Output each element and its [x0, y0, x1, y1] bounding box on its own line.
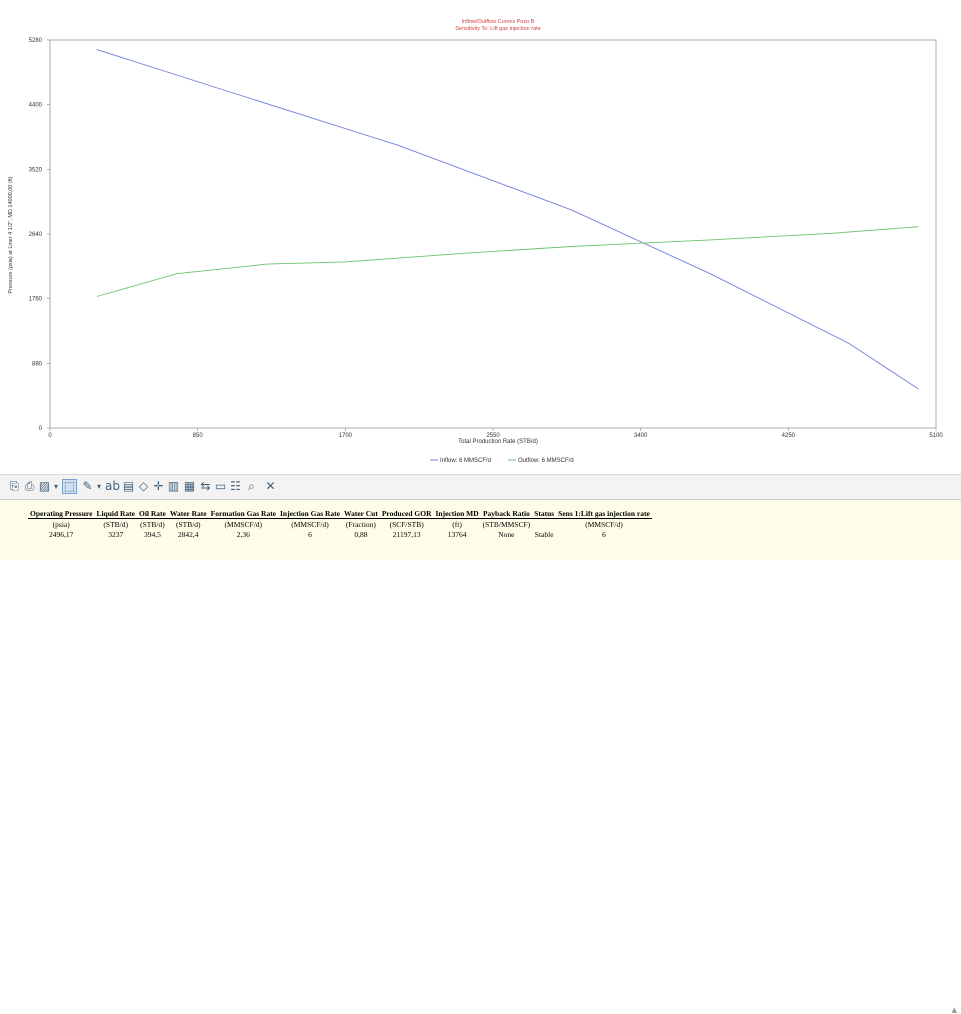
results-table: Operating Pressure Liquid Rate Oil Rate Wat…: [28, 508, 652, 539]
results-value-cell: 0,88: [354, 529, 368, 539]
x-tick-label: 1700: [339, 433, 353, 439]
results-header-cell: Liquid Rate: [94, 508, 137, 519]
results-header-cell: Operating Pressure: [28, 508, 95, 519]
grid-icon[interactable]: ☷: [230, 479, 241, 493]
results-unit-cell: (MMSCF/d): [291, 519, 329, 529]
chart-type-dropdown-icon[interactable]: ▾: [53, 482, 58, 491]
results-header-cell: Water Rate: [167, 508, 209, 519]
results-value-cell: 2496,17: [49, 529, 74, 539]
legend-label-1: Outflow: 6 MMSCF/d: [518, 458, 574, 464]
results-header-cell: Injection MD: [433, 508, 481, 519]
results-unit-cell: (ft): [452, 519, 462, 529]
results-unit-cell: (STB/d): [103, 519, 129, 529]
series-lines: [96, 49, 919, 390]
results-header-cell: Water Cut: [342, 508, 380, 519]
series-line-0: [96, 49, 919, 390]
y-tick-label: 3520: [29, 167, 43, 173]
edit-dropdown-icon[interactable]: ▾: [96, 482, 101, 491]
chart-type-icon[interactable]: ▨: [38, 479, 51, 493]
results-header-cell: Payback Ratio: [480, 508, 533, 519]
results-header-cell: Formation Gas Rate: [208, 508, 279, 519]
y-tick-label: 4400: [29, 103, 43, 109]
x-tick-label: 0: [48, 433, 52, 439]
axis-ticks: 0 850 1700 2550 3400 4250 5100 0 880 1760 2640 3520…: [29, 38, 944, 439]
crosshair-icon[interactable]: ✛: [153, 479, 164, 493]
edit-icon[interactable]: ✎: [82, 479, 93, 493]
results-value-cell: None: [498, 529, 515, 539]
chart-title: Inflow/Outflow Curves Pozo B: [462, 19, 535, 25]
results-unit-cell: [532, 519, 556, 530]
x-tick-label: 2550: [486, 433, 500, 439]
series-line-1: [96, 226, 919, 297]
results-header-cell: Injection Gas Rate: [278, 508, 343, 519]
cursor-select-icon[interactable]: ⬚: [62, 479, 77, 494]
y-axis-label: Pressure (psia) at Liner 4 1/2", MD 1400…: [8, 176, 14, 293]
results-value-cell: 394,5: [144, 529, 161, 539]
results-values-row: 2496,17 3237 394,5 2842,4 2,36 6 0,88 21197,13 1…: [28, 529, 652, 539]
results-header-cell: Status: [532, 508, 557, 519]
data-table-icon[interactable]: ⇆: [200, 479, 211, 493]
results-value-cell: Stable: [534, 529, 554, 539]
copy-icon[interactable]: ⎘: [9, 479, 20, 493]
inflow-outflow-chart: Inflow/Outflow Curves Pozo B Sensitivity…: [8, 19, 944, 464]
results-value-cell: 6: [308, 529, 312, 539]
pin-icon[interactable]: ✕: [265, 479, 276, 493]
plot-frame: [49, 39, 937, 429]
results-value-cell: 6: [602, 529, 606, 539]
results-unit-cell: (MMSCF/d): [224, 519, 263, 529]
results-units-row: (psia) (STB/d) (STB/d) (STB/d) (MMSCF/d) (MMS…: [28, 519, 652, 530]
results-panel: Operating Pressure Liquid Rate Oil Rate Wat…: [0, 500, 961, 1014]
text-label-icon[interactable]: ab: [105, 479, 120, 493]
y-tick-label: 5280: [29, 38, 43, 44]
chart-settings-icon[interactable]: ▦: [183, 479, 196, 493]
x-tick-label: 850: [193, 433, 204, 439]
chart-subtitle: Sensitivity To: Lift gas injection rate: [455, 26, 541, 32]
y-tick-label: 0: [39, 426, 43, 432]
results-unit-cell: (SCF/STB): [389, 519, 424, 529]
legend: Inflow: 6 MMSCF/d Outflow: 6 MMSCF/d: [430, 458, 574, 464]
legend-icon[interactable]: ▭: [214, 479, 227, 493]
results-value-cell: 2,36: [236, 529, 250, 539]
results-value-cell: 2842,4: [177, 529, 199, 539]
results-header-cell: Produced GOR: [379, 508, 434, 519]
pan-icon[interactable]: ◇: [138, 479, 149, 493]
print-icon[interactable]: ⎙: [24, 479, 35, 493]
chart-toolbar: ⎘ ⎙ ▨ ▾ ⬚ ✎ ▾ ab ▤ ◇ ✛ ▥ ▦ ⇆ ▭ ☷ ⌕ ✕: [0, 475, 961, 500]
results-value-cell: 13764: [447, 529, 467, 539]
results-header-cell: Sens 1:Lift gas injection rate: [556, 508, 652, 519]
scroll-up-arrow[interactable]: ▲: [951, 1006, 957, 1014]
results-unit-cell: (STB/d): [175, 519, 201, 529]
y-tick-label: 880: [32, 361, 43, 367]
x-tick-label: 5100: [929, 433, 943, 439]
zoom-icon[interactable]: ⌕: [248, 479, 255, 493]
x-tick-label: 4250: [782, 433, 796, 439]
x-tick-label: 3400: [634, 433, 648, 439]
results-unit-cell: (psia): [52, 519, 70, 529]
results-value-cell: 3237: [108, 529, 124, 539]
results-unit-cell: (STB/MMSCF): [482, 519, 531, 529]
y-tick-label: 1760: [29, 297, 43, 303]
x-axis-label: Total Production Rate (STB/d): [458, 439, 538, 445]
chart-area: Inflow/Outflow Curves Pozo B Sensitivity…: [0, 0, 961, 475]
results-value-cell: 21197,13: [392, 529, 421, 539]
y-tick-label: 2640: [29, 232, 43, 238]
results-unit-cell: (MMSCF/d): [585, 519, 623, 529]
export-icon[interactable]: ▥: [167, 479, 180, 493]
results-header-row: Operating Pressure Liquid Rate Oil Rate Wat…: [28, 508, 652, 519]
table-view-icon[interactable]: ▤: [122, 479, 135, 493]
results-unit-cell: (Fraction): [345, 519, 376, 529]
results-unit-cell: (STB/d): [140, 519, 165, 529]
results-header-cell: Oil Rate: [137, 508, 168, 519]
legend-label-0: Inflow: 6 MMSCF/d: [440, 458, 491, 464]
